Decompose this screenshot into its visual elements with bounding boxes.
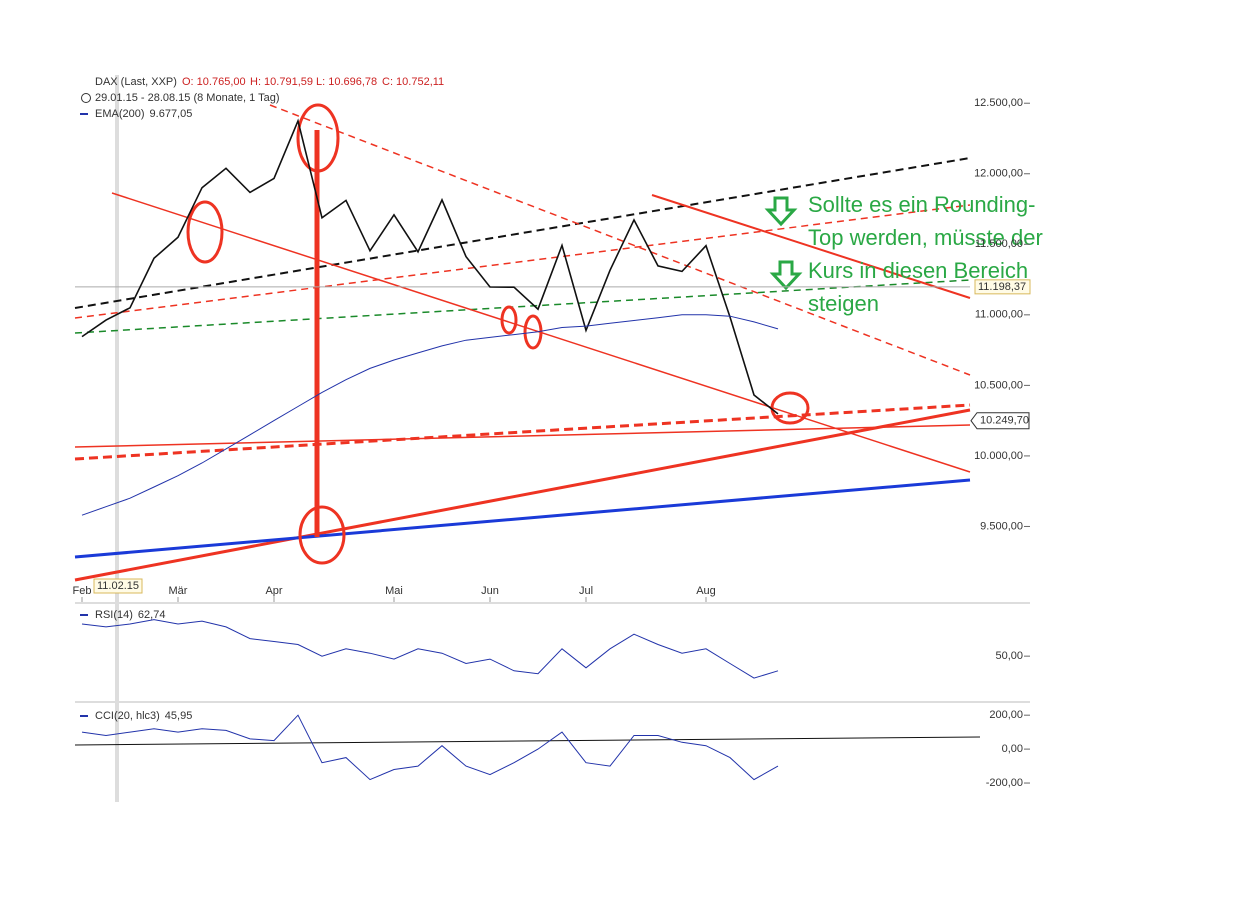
y-tick-label: 11.000,00 (975, 309, 1023, 321)
legend-value: 45,95 (165, 710, 193, 722)
date-range: 29.01.15 - 28.08.15 (8 Monate, 1 Tag) (95, 92, 279, 104)
trend-lines (74, 104, 981, 746)
series-line (81, 619, 779, 679)
x-tick-label: Mai (385, 585, 403, 597)
legend-name: EMA(200) (95, 108, 145, 120)
highlight-circle (298, 505, 346, 565)
x-tick-label: Mär (169, 585, 188, 597)
ohlc: L: 10.696,78 (316, 76, 377, 88)
series-line (81, 714, 779, 781)
series-line (81, 314, 779, 516)
arrow-down (764, 196, 798, 227)
date-tag-box (93, 578, 143, 594)
x-tick-label: Feb (73, 585, 92, 597)
legend-swatch (80, 113, 88, 115)
highlight-circle (500, 305, 518, 335)
y-tick-label: 50,00 (995, 650, 1023, 662)
y-tick-label: 11.500,00 (975, 238, 1023, 250)
trend-line (74, 403, 971, 461)
highlight-circle (296, 103, 340, 173)
clock-icon (81, 93, 91, 103)
annotation: steigen (808, 291, 879, 316)
annotation: Kurs in diesen Bereich (808, 258, 1028, 283)
legend-swatch (80, 614, 88, 616)
price-tag: 11.198,37 (978, 281, 1026, 293)
y-tick-label: 9.500,00 (980, 520, 1023, 532)
y-tick-label: 12.500,00 (974, 97, 1023, 109)
arrows (764, 196, 803, 291)
y-tick-label: 12.000,00 (974, 168, 1023, 180)
annotation: Sollte es ein Rounding- (808, 192, 1035, 217)
highlight-circle (770, 391, 810, 425)
ohlc: H: 10.791,59 (250, 76, 313, 88)
trend-line (74, 478, 971, 559)
y-tick-label: 0,00 (1002, 743, 1023, 755)
highlight-circle (523, 314, 543, 350)
trend-line (74, 408, 971, 582)
circles (186, 103, 810, 565)
price-tag-box (974, 279, 1031, 295)
legend-swatch (80, 715, 88, 717)
trend-line (74, 424, 971, 448)
last-label: 10.249,70 (980, 415, 1029, 427)
last-marker (970, 412, 1030, 430)
instrument: DAX (Last, XXP) (95, 76, 177, 88)
trend-line (74, 279, 971, 334)
trend-line (74, 204, 971, 319)
trend-line (74, 736, 981, 746)
series-line (81, 118, 779, 415)
trend-line (74, 157, 971, 309)
date-tag: 11.02.15 (97, 580, 139, 592)
legend-value: 62,74 (138, 609, 166, 621)
x-tick-label: Jul (579, 585, 593, 597)
x-tick-label: Jun (481, 585, 499, 597)
legend-name: RSI(14) (95, 609, 133, 621)
legend-value: 9.677,05 (150, 108, 193, 120)
highlight-circle (186, 200, 224, 264)
arrow-down (769, 260, 803, 291)
trend-line (651, 194, 971, 299)
ohlc: C: 10.752,11 (382, 76, 444, 88)
ohlc: O: 10.765,00 (182, 76, 246, 88)
trend-line (269, 104, 971, 376)
annotation: Top werden, müsste der (808, 225, 1043, 250)
x-tick-label: Apr (265, 585, 282, 597)
y-tick-label: -200,00 (986, 777, 1023, 789)
x-tick-label: Aug (696, 585, 716, 597)
y-tick-label: 200,00 (989, 709, 1023, 721)
legend-name: CCI(20, hlc3) (95, 710, 160, 722)
y-tick-label: 10.500,00 (974, 379, 1023, 391)
y-tick-label: 10.000,00 (974, 450, 1023, 462)
